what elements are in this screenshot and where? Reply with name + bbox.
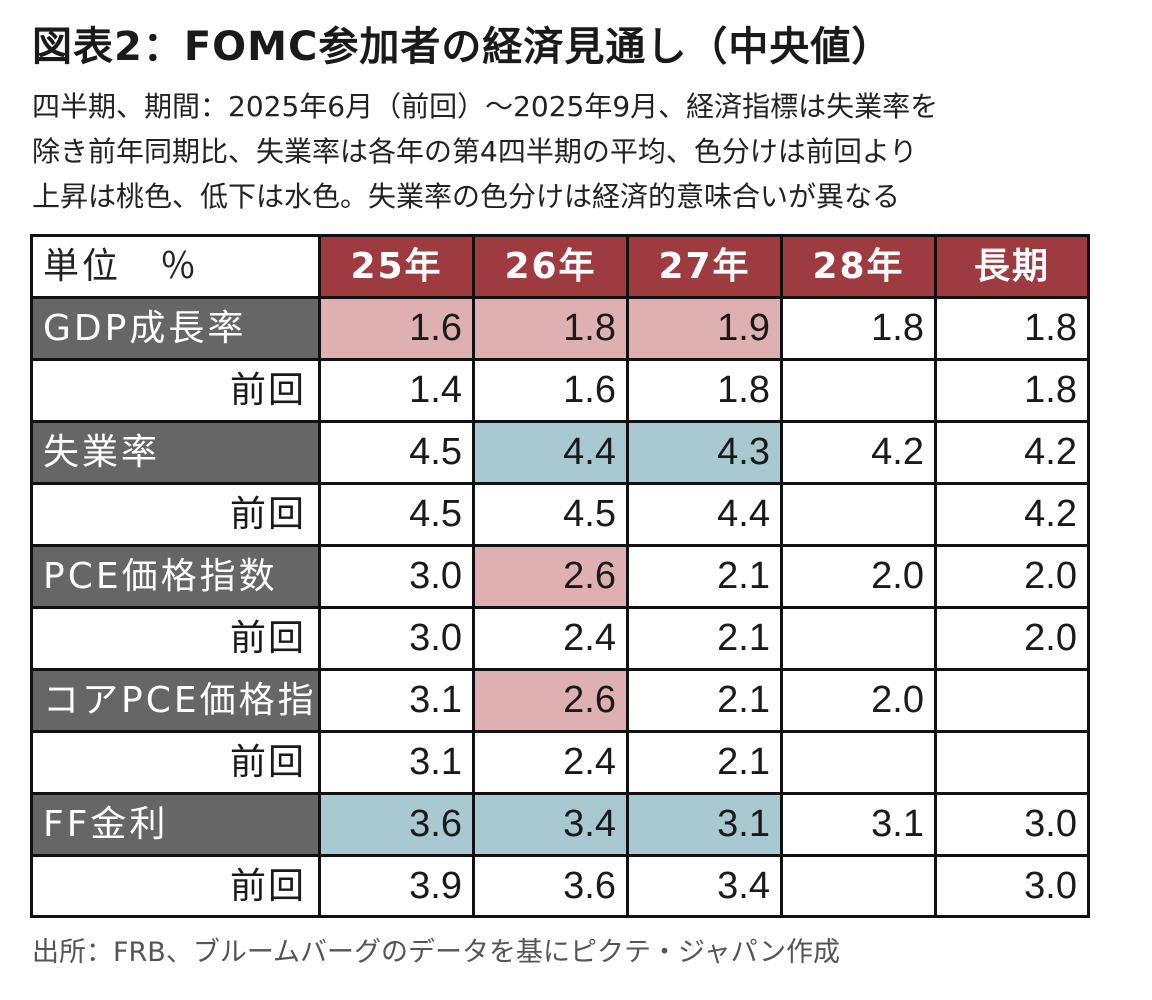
current-value: 4.5 [321, 423, 475, 482]
current-value: 2.0 [783, 671, 937, 730]
previous-value: 1.8 [629, 361, 783, 420]
current-value: 3.6 [321, 795, 475, 854]
table-row: FF金利 3.6 3.4 3.1 3.1 3.0 [33, 795, 1087, 857]
current-value: 4.2 [1024, 431, 1077, 473]
previous-value: 1.6 [475, 361, 629, 420]
previous-value: 3.6 [475, 857, 629, 916]
previous-value: 3.0 [321, 609, 475, 668]
current-value: 2.1 [629, 547, 783, 606]
current-value: 1.8 [475, 299, 629, 358]
previous-label: 前回 [33, 609, 321, 668]
current-value: 1.8 [1024, 307, 1077, 349]
indicator-label: FF金利 [33, 795, 321, 854]
previous-label: 前回 [33, 485, 321, 544]
current-value: 3.1 [783, 795, 937, 854]
previous-value: 2.4 [475, 733, 629, 792]
previous-value: 3.0 [1024, 865, 1077, 907]
column-header: 27年 [629, 237, 783, 296]
current-value [937, 671, 1087, 730]
subtitle-line-3: 上昇は桃色、低下は水色。失業率の色分けは経済的意味合いが異なる [32, 180, 901, 213]
current-value: 1.9 [629, 299, 783, 358]
previous-value: 4.5 [475, 485, 629, 544]
previous-value [783, 485, 937, 544]
column-header: 25年 [321, 237, 475, 296]
current-value: 3.1 [321, 671, 475, 730]
current-value: 2.0 [783, 547, 937, 606]
table-row: 前回 3.0 2.4 2.1 2.0 [33, 609, 1087, 671]
previous-value [783, 733, 937, 792]
column-header: 28年 [783, 237, 937, 296]
current-value: 3.0 [1024, 803, 1077, 845]
previous-value [783, 609, 937, 668]
chart-subtitle: 四半期、期間：2025年6月（前回）～2025年9月、経済指標は失業率を 除き前… [32, 84, 1132, 219]
chart-title: 図表2：FOMC参加者の経済見通し（中央値） [32, 24, 893, 70]
current-value: 3.0 [321, 547, 475, 606]
table-row: 前回 1.4 1.6 1.8 1.8 [33, 361, 1087, 423]
previous-value: 4.4 [629, 485, 783, 544]
subtitle-line-2: 除き前年同期比、失業率は各年の第4四半期の平均、色分けは前回より [32, 135, 918, 168]
projection-table: 単位 ％ 25年 26年 27年 28年 長期 GDP成長率 1.6 1.8 1.9 1.8 1.8 前… [30, 234, 1090, 918]
previous-value: 1.8 [1024, 369, 1077, 411]
table-row: 失業率 4.5 4.4 4.3 4.2 4.2 [33, 423, 1087, 485]
previous-value: 3.1 [321, 733, 475, 792]
source-note: 出所：FRB、ブルームバーグのデータを基にピクテ・ジャパン作成 [32, 937, 841, 968]
current-value: 2.6 [475, 671, 629, 730]
table-row: 前回 3.9 3.6 3.4 3.0 [33, 857, 1087, 919]
previous-value: 3.9 [321, 857, 475, 916]
previous-value [783, 361, 937, 420]
indicator-label: GDP成長率 [33, 299, 321, 358]
current-value: 1.8 [783, 299, 937, 358]
previous-value: 1.4 [321, 361, 475, 420]
current-value: 1.6 [321, 299, 475, 358]
table-row: コアPCE価格指数3.12.62.12.0 [33, 671, 1087, 733]
previous-value [937, 733, 1087, 792]
table-row: PCE価格指数 3.0 2.6 2.1 2.0 2.0 [33, 547, 1087, 609]
table-row: 単位 ％ 25年 26年 27年 28年 長期 [33, 237, 1087, 299]
subtitle-line-1: 四半期、期間：2025年6月（前回）～2025年9月、経済指標は失業率を [32, 90, 939, 123]
table-row: 前回 3.1 2.4 2.1 [33, 733, 1087, 795]
current-value: 3.4 [475, 795, 629, 854]
previous-value [783, 857, 937, 916]
indicator-label: コアPCE価格指数 [33, 671, 321, 730]
current-value: 3.1 [629, 795, 783, 854]
previous-value: 2.4 [475, 609, 629, 668]
previous-value: 2.0 [1024, 617, 1077, 659]
table-row: GDP成長率 1.6 1.8 1.9 1.8 1.8 [33, 299, 1087, 361]
previous-label: 前回 [33, 361, 321, 420]
current-value: 2.0 [1024, 555, 1077, 597]
indicator-label: PCE価格指数 [33, 547, 321, 606]
previous-value: 4.2 [1024, 493, 1077, 535]
column-header: 長期 [937, 237, 1087, 296]
previous-value: 3.4 [629, 857, 783, 916]
previous-label: 前回 [33, 857, 321, 916]
current-value: 4.2 [783, 423, 937, 482]
previous-label: 前回 [33, 733, 321, 792]
column-header: 26年 [475, 237, 629, 296]
indicator-label: 失業率 [33, 423, 321, 482]
current-value: 4.4 [475, 423, 629, 482]
unit-label: 単位 ％ [33, 237, 321, 296]
previous-value: 2.1 [629, 609, 783, 668]
current-value: 2.1 [629, 671, 783, 730]
table-row: 前回 4.5 4.5 4.4 4.2 [33, 485, 1087, 547]
current-value: 4.3 [629, 423, 783, 482]
current-value: 2.6 [475, 547, 629, 606]
previous-value: 4.5 [321, 485, 475, 544]
previous-value: 2.1 [629, 733, 783, 792]
